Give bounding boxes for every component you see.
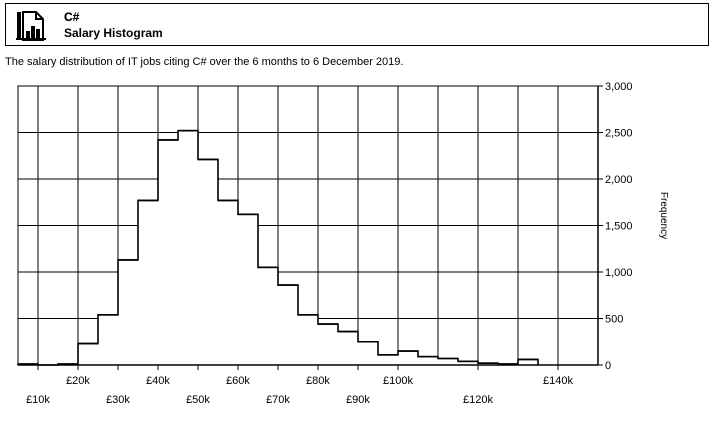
- histogram-bar-fill: [278, 285, 298, 365]
- histogram-bar-fill: [138, 200, 158, 365]
- x-tick-label: £70k: [266, 394, 290, 406]
- document-chart-icon: [16, 11, 46, 41]
- histogram-bar-fill: [258, 267, 278, 365]
- y-tick-label: 2,500: [605, 128, 633, 140]
- histogram-bar-fill: [438, 358, 458, 365]
- histogram-bar-fill: [78, 343, 98, 365]
- x-tick-label: £100k: [383, 375, 413, 387]
- x-tick-label: £140k: [543, 375, 573, 387]
- histogram-bar-fill: [298, 314, 318, 365]
- histogram-bar-fill: [378, 354, 398, 365]
- histogram-bar-fill: [338, 331, 358, 365]
- histogram-bar-fill: [178, 130, 198, 365]
- histogram-bar-fill: [98, 314, 118, 365]
- histogram-bar-fill: [158, 139, 178, 365]
- language-label: C#: [64, 10, 80, 24]
- y-tick-label: 1,000: [605, 267, 633, 279]
- y-tick-label: 500: [605, 314, 623, 326]
- chart-subtitle: The salary distribution of IT jobs citin…: [5, 56, 404, 68]
- histogram-bars: [17, 129, 539, 366]
- chart-header: C# Salary Histogram: [5, 3, 709, 46]
- histogram-bar-fill: [418, 356, 438, 365]
- histogram-bar-fill: [218, 200, 238, 365]
- y-axis-title: Frequency: [658, 192, 669, 239]
- y-tick-label: 1,500: [605, 221, 633, 233]
- histogram-bar-fill: [318, 324, 338, 365]
- chart-title: Salary Histogram: [64, 26, 163, 40]
- y-tick-label: 0: [605, 360, 611, 372]
- y-tick-label: 3,000: [605, 81, 633, 93]
- histogram-bar-fill: [458, 361, 478, 365]
- x-tick-label: £60k: [226, 375, 250, 387]
- x-tick-label: £90k: [346, 394, 370, 406]
- x-tick-label: £40k: [146, 375, 170, 387]
- histogram-bar-fill: [518, 359, 538, 365]
- x-tick-label: £80k: [306, 375, 330, 387]
- histogram-bar-fill: [238, 214, 258, 365]
- axis-labels: 0 500 1,000 1,500 2,000 2,500 3,000 £20k £40k £60…: [26, 81, 669, 406]
- histogram-bar-fill: [478, 363, 498, 365]
- axes: [17, 85, 603, 370]
- histogram-bar-fill: [358, 341, 378, 365]
- y-tick-label: 2,000: [605, 174, 633, 186]
- histogram-outline: [17, 129, 539, 366]
- histogram-bar-fill: [118, 259, 138, 365]
- histogram-bar-fill: [198, 159, 218, 365]
- x-tick-label: £20k: [66, 375, 90, 387]
- x-tick-label: £10k: [26, 394, 50, 406]
- x-tick-label: £30k: [106, 394, 130, 406]
- x-tick-label: £120k: [463, 394, 493, 406]
- histogram-bar-fill: [398, 351, 418, 365]
- x-tick-label: £50k: [186, 394, 210, 406]
